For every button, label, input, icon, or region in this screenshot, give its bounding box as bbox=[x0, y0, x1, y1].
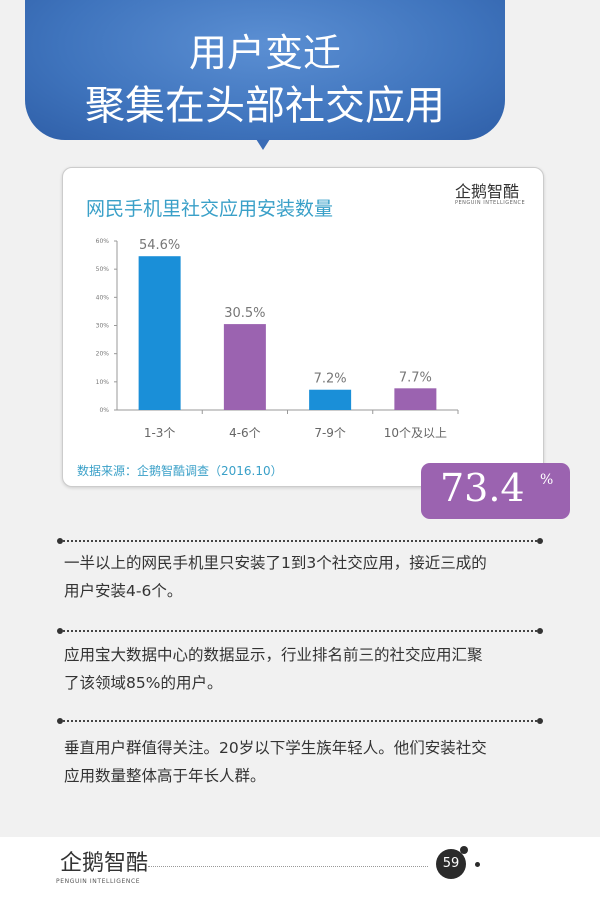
header-banner bbox=[25, 0, 505, 140]
chart-title: 网民手机里社交应用安装数量 bbox=[86, 198, 334, 220]
highlight-box bbox=[421, 463, 570, 519]
y-tick-label: 10% bbox=[96, 379, 110, 386]
y-tick-label: 50% bbox=[96, 266, 110, 273]
footer-logo: 企鹅智酷 bbox=[60, 851, 149, 876]
text-line: 用户安装4-6个。 bbox=[64, 582, 183, 600]
paragraph-1: 一半以上的网民手机里只安装了1到3个社交应用，接近三成的 用户安装4-6个。 bbox=[64, 549, 554, 605]
text-line: 应用数量整体高于年长人群。 bbox=[64, 767, 266, 785]
x-tick-label: 4-6个 bbox=[229, 426, 261, 440]
y-tick-label: 20% bbox=[96, 351, 110, 358]
x-tick-label: 1-3个 bbox=[144, 426, 176, 440]
banner-pointer bbox=[256, 139, 270, 150]
brand-logo-subtitle: PENGUIN INTELLIGENCE bbox=[455, 200, 526, 206]
bar-4-6个 bbox=[223, 324, 266, 410]
footer-rule bbox=[148, 866, 428, 867]
y-tick-label: 0% bbox=[99, 407, 109, 414]
data-label: 7.2% bbox=[314, 372, 347, 387]
divider bbox=[57, 718, 543, 724]
bar-10个及以上 bbox=[394, 388, 437, 410]
text-line: 应用宝大数据中心的数据显示，行业排名前三的社交应用汇聚 bbox=[64, 646, 483, 664]
page-title: 用户变迁 bbox=[188, 31, 341, 75]
brand-logo: 企鹅智酷 bbox=[455, 182, 520, 201]
paragraph-3: 垂直用户群值得关注。20岁以下学生族年轻人。他们安装社交 应用数量整体高于年长人群… bbox=[64, 734, 554, 790]
x-tick-label: 10个及以上 bbox=[384, 426, 447, 440]
divider bbox=[57, 538, 543, 544]
highlight-unit: % bbox=[540, 472, 554, 488]
chart-source: 数据来源：企鹅智酷调查（2016.10） bbox=[77, 464, 283, 478]
footer bbox=[0, 837, 600, 900]
bar-7-9个 bbox=[309, 389, 352, 410]
y-tick-label: 30% bbox=[96, 323, 110, 330]
text-line: 一半以上的网民手机里只安装了1到3个社交应用，接近三成的 bbox=[64, 554, 487, 572]
decor-dot bbox=[460, 846, 468, 854]
page-subtitle: 聚集在头部社交应用 bbox=[85, 83, 445, 129]
y-tick-label: 40% bbox=[96, 294, 110, 301]
x-tick-label: 7-9个 bbox=[314, 426, 346, 440]
paragraph-2: 应用宝大数据中心的数据显示，行业排名前三的社交应用汇聚 了该领域85%的用户。 bbox=[64, 641, 554, 697]
data-label: 30.5% bbox=[224, 306, 265, 321]
divider bbox=[57, 628, 543, 634]
data-label: 7.7% bbox=[399, 370, 432, 385]
text-line: 垂直用户群值得关注。20岁以下学生族年轻人。他们安装社交 bbox=[64, 739, 487, 757]
y-tick-label: 60% bbox=[96, 238, 110, 245]
highlight-value: 73.4 bbox=[440, 466, 525, 510]
decor-dot bbox=[475, 862, 480, 867]
page-number: 59 bbox=[436, 849, 466, 879]
text-line: 了该领域85%的用户。 bbox=[64, 674, 223, 692]
footer-logo-subtitle: PENGUIN INTELLIGENCE bbox=[56, 878, 141, 885]
data-label: 54.6% bbox=[139, 238, 180, 253]
bar-1-3个 bbox=[138, 256, 181, 410]
